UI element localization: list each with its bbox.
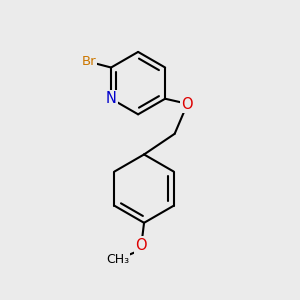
Text: O: O xyxy=(181,97,192,112)
Text: O: O xyxy=(135,238,147,253)
Text: N: N xyxy=(106,91,116,106)
Text: Br: Br xyxy=(82,55,96,68)
Text: CH₃: CH₃ xyxy=(106,254,130,266)
